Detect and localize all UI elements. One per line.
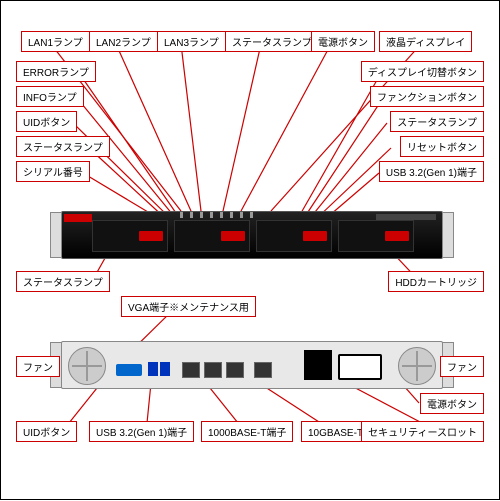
label-gbe: 1000BASE-T端子 [201,421,293,442]
label-psu: 電源ボタン [420,393,484,414]
rack-ear-left [50,212,62,258]
rj45-3 [226,362,244,378]
label-disp-sw: ディスプレイ切替ボタン [361,61,484,82]
iec-inlet [304,350,332,380]
label-hdd: HDDカートリッジ [388,271,484,292]
brand-logo [64,214,92,222]
label-usb-front: USB 3.2(Gen 1)端子 [379,161,484,182]
label-lan3: LAN3ランプ [157,31,226,52]
rear-chassis [61,341,443,389]
front-chassis [61,211,443,259]
label-power-btn: 電源ボタン [311,31,375,52]
label-vga: VGA端子※メンテナンス用 [121,296,256,317]
fan-right [398,347,436,385]
diagram-stage: LAN1ランプ LAN2ランプ LAN3ランプ ステータスランプ 電源ボタン 液… [0,0,500,500]
rj45-1 [182,362,200,378]
hdd-bay-2 [174,220,250,252]
hdd-bay-3 [256,220,332,252]
label-lan1: LAN1ランプ [21,31,90,52]
label-func: ファンクションボタン [370,86,484,107]
label-status-bl: ステータスランプ [16,271,110,292]
label-reset: リセットボタン [400,136,484,157]
label-usb-rear: USB 3.2(Gen 1)端子 [89,421,194,442]
label-status-left: ステータスランプ [16,136,110,157]
usb-port-1 [148,362,158,376]
label-fan-r: ファン [440,356,484,377]
vga-port [116,364,142,376]
label-lcd: 液晶ディスプレイ [379,31,472,52]
label-serial: シリアル番号 [16,161,90,182]
rj45-2 [204,362,222,378]
label-error: ERRORランプ [16,61,96,82]
rack-ear-right [442,212,454,258]
label-info: INFOランプ [16,86,84,107]
psu-switch [338,354,382,380]
fan-left [68,347,106,385]
usb-port-2 [160,362,170,376]
label-sec: セキュリティースロット [361,421,484,442]
hdd-bay-4 [338,220,414,252]
hdd-bay-1 [92,220,168,252]
label-lan2: LAN2ランプ [89,31,158,52]
label-fan-l: ファン [16,356,60,377]
label-status-top: ステータスランプ [225,31,319,52]
rj45-10g [254,362,272,378]
label-uid-front: UIDボタン [16,111,77,132]
label-uid-rear: UIDボタン [16,421,77,442]
label-status-r: ステータスランプ [390,111,484,132]
